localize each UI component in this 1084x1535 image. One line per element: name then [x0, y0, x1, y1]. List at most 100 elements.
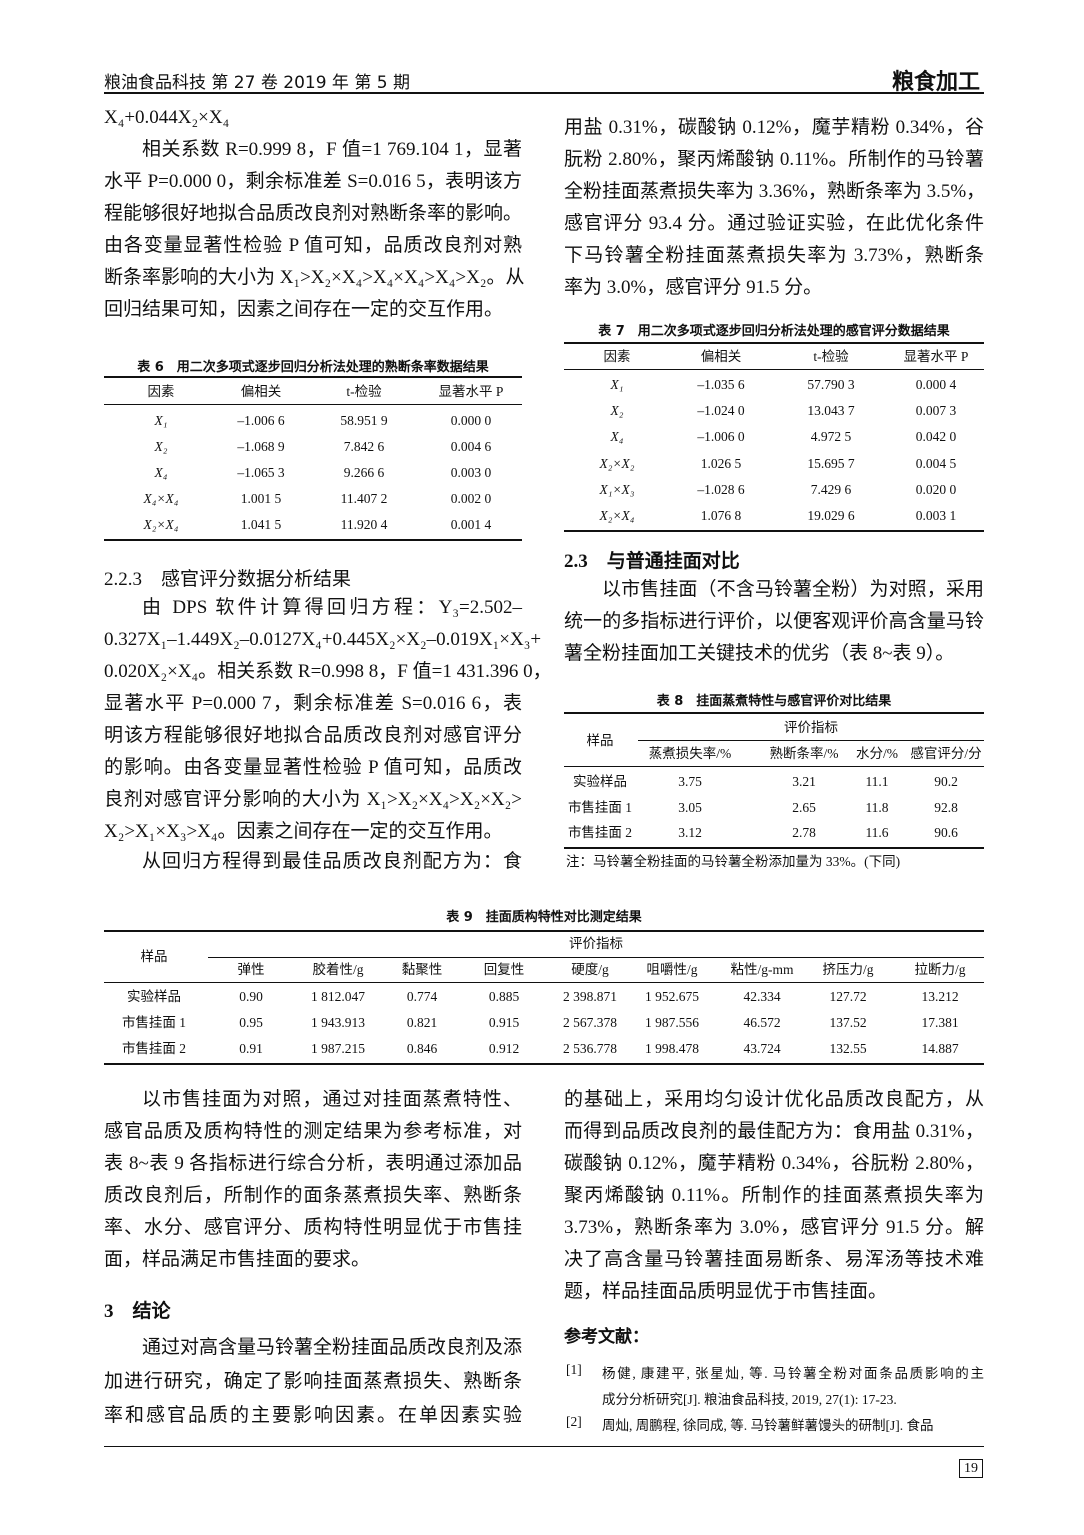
paragraph-line: 断条率影响的大小为 X₁>X₂×X₄>X₄×X₄>X₄>X₂。从: [104, 267, 525, 288]
paragraph-line: 程能够很好地拟合品质改良剂对熟断条率的影响。: [104, 203, 523, 224]
table-cell: 132.55: [829, 1041, 867, 1056]
table-cell: 0.042 0: [915, 429, 957, 445]
table-cell: 0.020 0: [915, 481, 957, 497]
paragraph-line: 下马铃薯全粉挂面蒸煮损失率为 3.73%，熟断条: [564, 245, 984, 266]
paragraph-line: 回归结果可知，因素之间存在一定的交互作用。: [104, 299, 504, 320]
table-cell: 实验样品: [573, 774, 627, 789]
table-cell: 11.407 2: [340, 491, 388, 506]
table-cell: 0.846: [406, 1041, 438, 1056]
table-cell: 1 952.675: [645, 989, 699, 1004]
table-cell: 3.12: [678, 825, 702, 840]
table-cell: X₂: [154, 439, 168, 454]
paragraph-line: 通过对高含量马铃薯全粉挂面品质改良剂及添: [142, 1337, 523, 1358]
paragraph-line: 显著水平 P=0.000 7，剩余标准差 S=0.016 6，表: [104, 693, 522, 714]
table-cell: –1.006 0: [697, 429, 745, 445]
column-header: 偏相关: [240, 384, 282, 399]
paragraph-line: 统一的多指标进行评价，以便客观评价高含量马铃: [564, 611, 984, 632]
table-cell: 2 567.378: [563, 1015, 617, 1030]
table-cell: 0.91: [239, 1041, 263, 1056]
section-label: 粮食加工: [892, 70, 981, 95]
page-number: 19: [959, 1459, 983, 1478]
paragraph-line: 的基础上，采用均匀设计优化品质改良配方，从: [564, 1089, 984, 1110]
table-cell: 4.972 5: [810, 429, 852, 445]
reference-number: [2]: [566, 1414, 582, 1429]
column-header: 粘性/g-mm: [730, 962, 794, 977]
table-cell: X₄: [610, 429, 624, 445]
paragraph-line: 质改良剂后，所制作的面条蒸煮损失率、熟断条: [104, 1185, 522, 1206]
column-header: 显著水平 P: [903, 349, 969, 364]
column-header: 硬度/g: [571, 962, 609, 977]
column-header: 弹性: [237, 962, 265, 977]
paragraph-line: 由 DPS 软件计算得回归方程：Y₃=2.502–: [142, 597, 522, 618]
table-bottom-rule: [564, 530, 984, 533]
table-cell: –1.024 0: [697, 403, 745, 419]
section-heading-2-2-3: 2.2.3 感官评分数据分析结果: [104, 569, 352, 590]
table-cell: 7.429 6: [810, 481, 852, 497]
paragraph-line: 率为 3.0%，感官评分 91.5 分。: [564, 277, 823, 298]
column-header: 拉断力/g: [914, 962, 966, 977]
table-cell: 0.912: [488, 1041, 520, 1056]
table-cell: –1.006 6: [237, 413, 285, 428]
table-cell: 0.003 0: [450, 465, 492, 480]
paragraph-line: 相关系数 R=0.999 8，F 值=1 769.104 1，显著: [142, 139, 522, 160]
table-cell: 17.381: [921, 1015, 959, 1030]
table-cell: 15.695 7: [807, 455, 855, 471]
column-header: t-检验: [813, 349, 849, 364]
table-cell: 11.920 4: [340, 517, 388, 532]
paragraph-line: X₂>X₁×X₃>X₄。因素之间存在一定的交互作用。: [104, 821, 503, 842]
column-header: 黏聚性: [401, 962, 443, 977]
paragraph-line: 表 8~表 9 各指标进行综合分析，表明通过添加品: [104, 1153, 522, 1174]
paragraph-line: 全粉挂面蒸煮损失率为 3.36%，熟断条率为 3.5%，: [564, 181, 986, 202]
paragraph-line: 薯全粉挂面加工关键技术的优劣（表 8~表 9）。: [564, 643, 955, 664]
table6-caption: 表 6 用二次多项式逐步回归分析法处理的熟断条率数据结果: [137, 360, 489, 375]
table-cell: 0.004 6: [450, 439, 492, 454]
table-cell: 3.05: [678, 799, 702, 815]
table-cell: 1 987.215: [311, 1041, 365, 1056]
column-header: t-检验: [346, 384, 382, 399]
paragraph-line: 率、水分、感官评分、质构特性明显优于市售挂: [104, 1217, 522, 1238]
table-cell: 11.1: [865, 774, 889, 789]
table-cell: 42.334: [743, 989, 781, 1004]
column-header: 因素: [147, 384, 175, 399]
table8-note: 注：马铃薯全粉挂面的马铃薯全粉添加量为 33%。(下同): [566, 854, 901, 869]
table-cell: 2 536.778: [563, 1041, 617, 1056]
table-top-rule: [104, 930, 984, 932]
column-header: 回复性: [483, 962, 525, 977]
paragraph-line: 从回归方程得到最佳品质改良剂配方为：食: [142, 851, 522, 872]
table-cell: 19.029 6: [807, 508, 855, 523]
table-header-rule: [104, 404, 522, 405]
reference-text: 成分分析研究[J]. 粮油食品科技, 2019, 27(1): 17-23.: [602, 1392, 897, 1407]
table-top-rule: [104, 376, 522, 378]
paragraph-line: 0.327X₁–1.449X₂–0.0127X₄+0.445X₂×X₂–0.01…: [104, 629, 542, 650]
table-cell: 58.951 9: [340, 413, 388, 428]
table7-caption: 表 7 用二次多项式逐步回归分析法处理的感官评分数据结果: [598, 324, 950, 339]
column-header: 偏相关: [700, 349, 742, 364]
sample-header: 样品: [140, 949, 168, 964]
table-cell: 1.026 5: [700, 455, 742, 471]
section-heading-2-3: 2.3 与普通挂面对比: [564, 551, 740, 572]
table-cell: –1.035 6: [697, 377, 745, 392]
paragraph-line: 用盐 0.31%，碳酸钠 0.12%，魔芋精粉 0.34%，谷: [564, 117, 984, 138]
table-bottom-rule: [104, 539, 522, 541]
table-cell: 0.003 1: [915, 508, 957, 523]
table-cell: X₂×X₄: [143, 517, 179, 532]
table-cell: 13.212: [921, 989, 959, 1004]
journal-header: 粮油食品科技 第 27 卷 2019 年 第 5 期: [104, 73, 410, 93]
reference-text: 杨健, 康建平, 张星灿, 等. 马铃薯全粉对面条品质影响的主: [602, 1366, 984, 1381]
table-cell: X₁: [610, 377, 624, 392]
column-header: 挤压力/g: [822, 962, 874, 977]
group-header: 评价指标: [569, 936, 623, 951]
paragraph-line: 由各变量显著性检验 P 值可知，品质改良剂对熟: [104, 235, 522, 256]
paragraph-line: 感官品质及质构特性的测定结果为参考标准，对: [104, 1121, 522, 1142]
table-cell: X₂×X₄: [599, 508, 635, 523]
group-rule: [208, 957, 984, 958]
table-cell: 1.041 5: [240, 517, 282, 532]
paragraph-line: 以市售挂面为对照，通过对挂面蒸煮特性、: [142, 1089, 522, 1110]
table-cell: 0.004 5: [915, 455, 957, 471]
paragraph-line: 水平 P=0.000 0，剩余标准差 S=0.016 5，表明该方: [104, 171, 522, 192]
paragraph-line: 的影响。由各变量显著性检验 P 值可知，品质改: [104, 757, 522, 778]
table-cell: 11.6: [865, 825, 889, 840]
table-cell: 0.001 4: [450, 517, 492, 532]
table-cell: 2 398.871: [563, 989, 617, 1004]
table-top-rule: [564, 342, 984, 344]
